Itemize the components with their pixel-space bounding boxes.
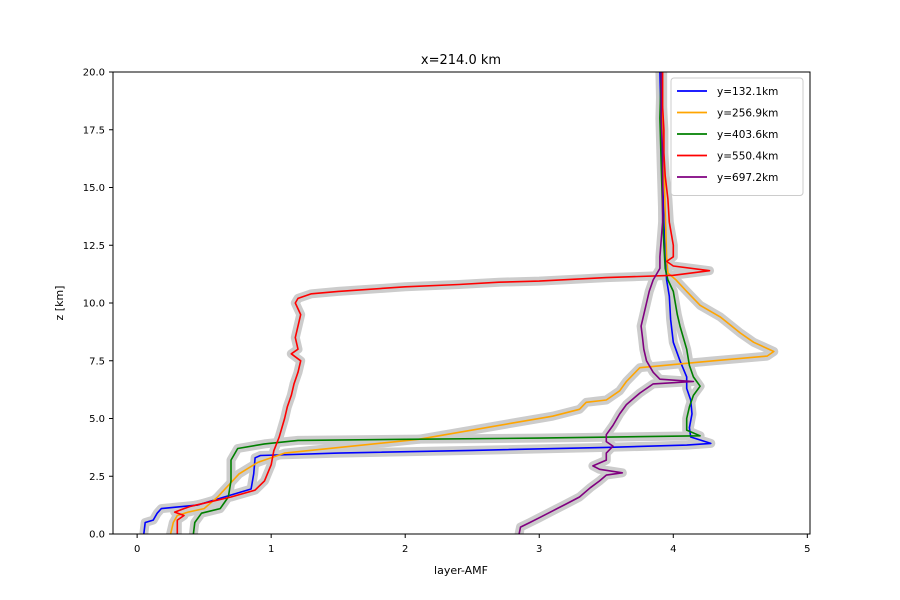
x-tick-label: 4 — [670, 544, 676, 555]
chart-title: x=214.0 km — [421, 53, 501, 68]
y-tick-label: 15.0 — [83, 183, 105, 194]
x-axis-label: layer-AMF — [434, 564, 488, 577]
legend-box — [670, 77, 804, 196]
y-axis: 0.0 2.5 5.0 7.5 10.0 12.5 15.0 17.5 20.0 — [83, 68, 113, 541]
x-tick-label: 1 — [268, 544, 274, 555]
y-tick-label: 7.5 — [89, 356, 105, 367]
series-line — [518, 72, 695, 534]
legend-label: y=697.2km — [717, 172, 778, 184]
legend-label: y=403.6km — [717, 129, 778, 141]
series-line — [173, 72, 711, 534]
y-tick-label: 0.0 — [89, 530, 105, 541]
x-tick-label: 5 — [804, 544, 810, 555]
legend-label: y=256.9km — [717, 108, 778, 120]
y-tick-label: 12.5 — [83, 241, 105, 252]
y-tick-label: 17.5 — [83, 125, 105, 136]
x-tick-label: 0 — [134, 544, 140, 555]
y-tick-label: 10.0 — [83, 299, 105, 310]
x-tick-label: 2 — [402, 544, 408, 555]
y-axis-label: z [km] — [53, 286, 66, 321]
legend-label: y=550.4km — [717, 151, 778, 163]
y-tick-label: 2.5 — [89, 472, 105, 483]
legend-label: y=132.1km — [717, 86, 778, 98]
x-tick-label: 3 — [536, 544, 542, 555]
series-line — [169, 72, 775, 534]
y-tick-label: 5.0 — [89, 414, 105, 425]
legend: y=132.1km y=256.9km y=403.6km y=550.4km y=69… — [670, 77, 804, 196]
series-line — [192, 72, 701, 534]
plot-area — [139, 72, 779, 534]
y-tick-label: 20.0 — [83, 68, 105, 79]
x-axis: 0 1 2 3 4 5 — [134, 534, 811, 555]
